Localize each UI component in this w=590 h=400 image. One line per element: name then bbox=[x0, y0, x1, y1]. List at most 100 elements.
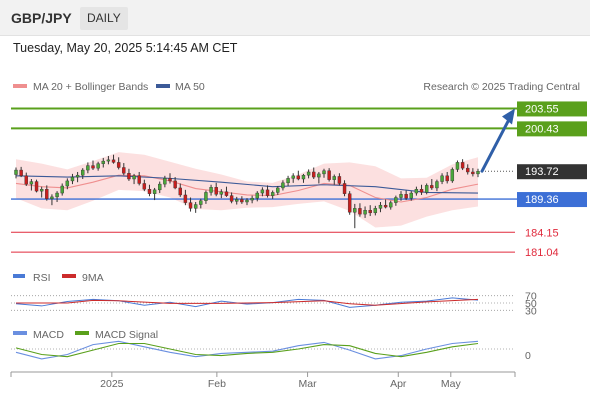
candle-body bbox=[14, 169, 18, 175]
candle bbox=[137, 171, 141, 186]
candle bbox=[45, 185, 49, 201]
price-level-label-1: 200.43 bbox=[525, 123, 559, 135]
candle-body bbox=[116, 162, 121, 168]
period-badge[interactable]: DAILY bbox=[80, 7, 128, 30]
candle-body bbox=[347, 193, 352, 213]
candle-body bbox=[75, 174, 80, 178]
candle bbox=[255, 191, 259, 202]
candle-body bbox=[363, 210, 367, 215]
candle bbox=[34, 179, 39, 193]
candle bbox=[337, 173, 342, 186]
candle bbox=[111, 154, 116, 164]
candle-body bbox=[306, 171, 311, 176]
candle bbox=[101, 157, 105, 168]
candle bbox=[229, 192, 234, 204]
bollinger-band-layer bbox=[16, 152, 478, 228]
price-level-tag-1 bbox=[517, 121, 587, 137]
macd-signal-line bbox=[15, 342, 479, 358]
candle bbox=[389, 200, 393, 210]
candle bbox=[204, 190, 208, 204]
candle bbox=[460, 159, 465, 171]
candle bbox=[276, 186, 280, 195]
candle-body bbox=[70, 176, 75, 182]
macd-legend-label: MACD bbox=[33, 329, 64, 341]
candle-body bbox=[317, 173, 321, 178]
candle bbox=[383, 199, 388, 209]
candle-body bbox=[229, 195, 234, 202]
chart-datetime: Tuesday, May 20, 2025 5:14:45 AM CET bbox=[13, 41, 238, 55]
candle-body bbox=[101, 160, 105, 164]
candle bbox=[224, 186, 229, 197]
macd-signal-legend-label: MACD Signal bbox=[95, 329, 158, 341]
candle bbox=[19, 166, 23, 178]
candle bbox=[250, 195, 254, 204]
candle-body bbox=[204, 192, 208, 201]
rsi-level-label-1: 50 bbox=[525, 298, 537, 310]
candle bbox=[188, 197, 193, 212]
rsi-ma-legend-label: 9MA bbox=[82, 272, 104, 284]
target-arrow-head bbox=[502, 108, 515, 125]
price-level-label-0: 203.55 bbox=[525, 103, 559, 115]
candle bbox=[291, 173, 295, 183]
candle-body bbox=[81, 169, 85, 176]
rsi-legend-label: RSI bbox=[33, 272, 51, 284]
candle-body bbox=[440, 175, 444, 182]
rsi-level-label-2: 30 bbox=[525, 305, 537, 317]
candle-body bbox=[445, 175, 449, 182]
ma50-legend-swatch bbox=[156, 84, 170, 88]
candle-body bbox=[301, 174, 306, 180]
candle bbox=[173, 177, 177, 190]
candle-body bbox=[383, 204, 388, 208]
candle-body bbox=[337, 176, 342, 184]
candle bbox=[409, 191, 413, 201]
macd-signal-legend-swatch bbox=[75, 331, 89, 335]
candle-body bbox=[250, 197, 254, 201]
candle bbox=[265, 185, 270, 198]
candle-body bbox=[122, 167, 126, 174]
moving-average-layer bbox=[15, 174, 479, 203]
price-level-tag-2 bbox=[517, 164, 587, 180]
candle-body bbox=[260, 189, 265, 194]
candle-body bbox=[178, 187, 182, 196]
candle bbox=[163, 175, 167, 188]
candle-body bbox=[332, 176, 336, 180]
candle bbox=[178, 183, 182, 197]
candle-body bbox=[132, 175, 136, 180]
candle bbox=[306, 169, 311, 179]
candle-body bbox=[152, 189, 157, 194]
rsi-9ma-line bbox=[16, 298, 479, 306]
candle-body bbox=[111, 159, 116, 163]
macd-line bbox=[15, 340, 479, 360]
candle-body bbox=[55, 192, 59, 198]
candle bbox=[147, 184, 152, 197]
candle-body bbox=[245, 199, 249, 203]
candle bbox=[424, 183, 429, 195]
candle bbox=[394, 195, 398, 206]
candle bbox=[450, 167, 455, 183]
candle bbox=[75, 171, 80, 183]
candle bbox=[414, 186, 419, 196]
candle-body bbox=[378, 204, 383, 209]
rsi-line bbox=[15, 297, 479, 308]
candle bbox=[122, 163, 126, 176]
candle-body bbox=[450, 169, 455, 182]
candle-body bbox=[394, 197, 398, 203]
ma20-legend-swatch bbox=[13, 84, 27, 88]
rsi-legend-swatch bbox=[13, 274, 25, 278]
candle-body bbox=[158, 183, 162, 191]
candle-body bbox=[399, 194, 403, 198]
candle-body bbox=[327, 170, 331, 180]
ma20-legend-label: MA 20 + Bollinger Bands bbox=[33, 81, 148, 93]
candle bbox=[373, 205, 378, 216]
price-level-tag-3 bbox=[517, 192, 587, 208]
candle bbox=[116, 157, 121, 170]
candle bbox=[404, 190, 408, 201]
candle-body bbox=[19, 169, 23, 177]
candle bbox=[106, 156, 111, 165]
rsi-ma-legend-swatch bbox=[62, 274, 76, 278]
candle-body bbox=[219, 191, 224, 195]
ma50-legend-label: MA 50 bbox=[175, 81, 205, 93]
candle bbox=[199, 198, 203, 209]
candle bbox=[152, 187, 157, 201]
